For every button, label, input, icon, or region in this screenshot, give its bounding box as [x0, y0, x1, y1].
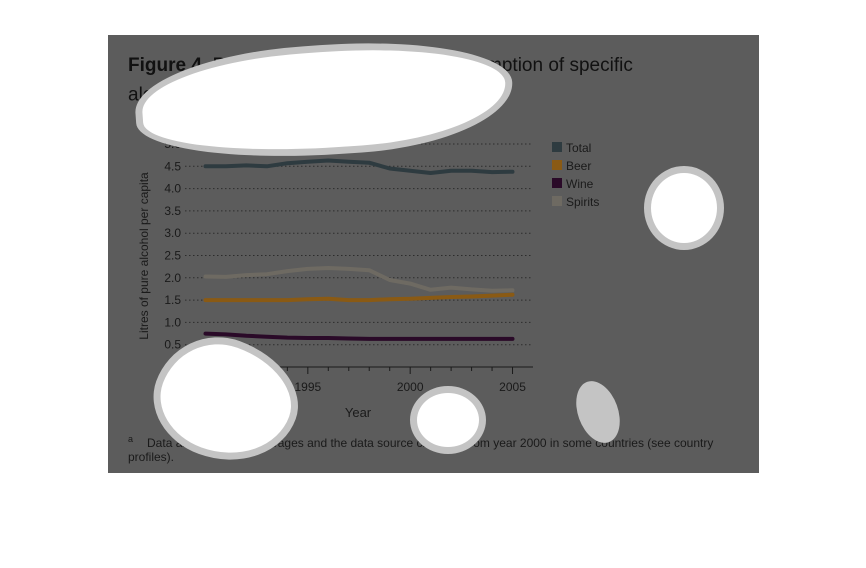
x-axis-label: Year [345, 405, 372, 420]
legend-swatch-spirits [552, 196, 562, 206]
y-tick-label: 3.0 [164, 226, 181, 240]
grid [185, 143, 533, 346]
legend: Total Beer Wine Spirits [552, 141, 599, 209]
mask-blob-right [644, 166, 724, 250]
mask-blob-bottom-mid [410, 386, 486, 454]
line-chart: 00.51.01.52.02.53.03.54.04.55.0199019952… [137, 137, 599, 420]
y-tick-label: 1.0 [164, 315, 181, 329]
x-tick-label: 2000 [397, 380, 424, 394]
y-tick-label: 4.0 [164, 182, 181, 196]
legend-label-wine: Wine [566, 177, 594, 191]
y-tick-label: 3.5 [164, 204, 181, 218]
y-tick-label: 4.5 [164, 159, 181, 173]
legend-label-spirits: Spirits [566, 195, 599, 209]
footnote-marker: a [128, 434, 134, 444]
series-line-beer [203, 292, 515, 303]
legend-swatch-wine [552, 178, 562, 188]
x-tick-label: 2005 [499, 380, 526, 394]
y-axis-label: Litres of pure alcohol per capita [137, 172, 151, 340]
y-tick-label: 2.5 [164, 249, 181, 263]
legend-swatch-beer [552, 160, 562, 170]
y-tick-label: 0.5 [164, 338, 181, 352]
series-line-spirits [203, 266, 515, 293]
x-tick-label: 1995 [294, 380, 321, 394]
legend-label-total: Total [566, 141, 591, 155]
legend-swatch-total [552, 142, 562, 152]
y-tick-label: 1.5 [164, 293, 181, 307]
series-line-wine [203, 331, 515, 341]
legend-label-beer: Beer [566, 159, 591, 173]
series-line-total [203, 158, 515, 175]
y-tick-label: 2.0 [164, 271, 181, 285]
series-lines [203, 158, 515, 341]
